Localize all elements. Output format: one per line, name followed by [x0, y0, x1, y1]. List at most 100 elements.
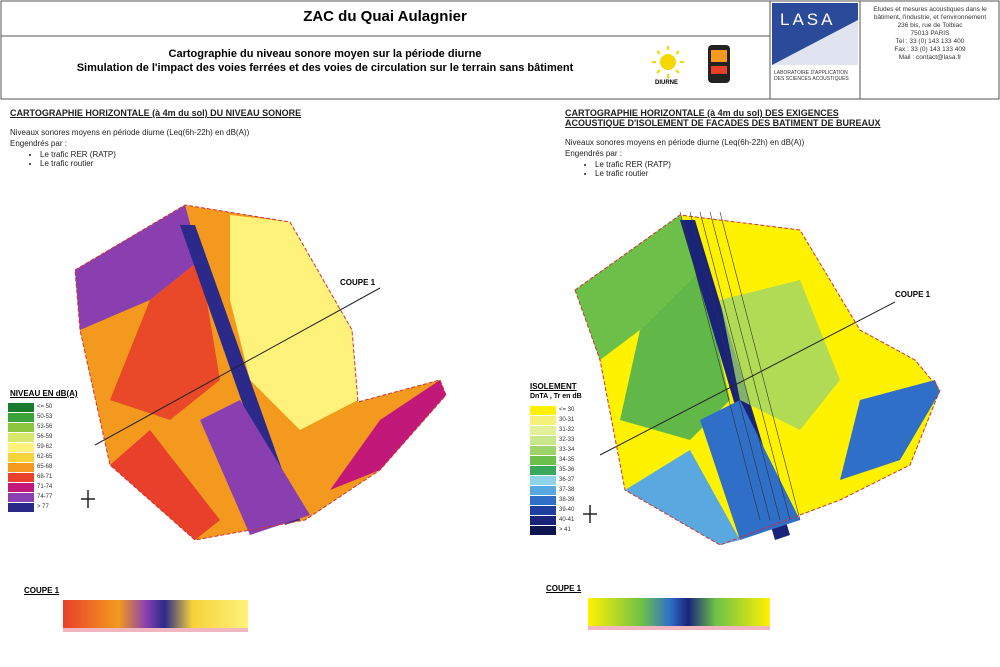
legend-label: 37-38 — [559, 487, 575, 493]
heading: CARTOGRAPHIE HORIZONTALE (à 4m du sol) D… — [565, 108, 881, 128]
legend-label: 53-56 — [37, 424, 53, 430]
legend-item: 39-40 — [530, 505, 574, 515]
legend-label: 71-74 — [37, 484, 53, 490]
legend-item: 35-36 — [530, 465, 574, 475]
description: Niveaux sonores moyens en période diurne… — [565, 138, 805, 147]
legend-item: 38-39 — [530, 495, 574, 505]
profile-ground — [588, 626, 770, 630]
contact-line: Fax : 33 (0) 143 133 409 — [894, 46, 966, 53]
legend-label: > 77 — [37, 504, 49, 510]
sources: Le trafic RER (RATP)Le trafic routier — [575, 160, 671, 178]
legend-item: 71-74 — [8, 482, 52, 492]
legend-label: 34-35 — [559, 457, 575, 463]
source: Le trafic RER (RATP) — [40, 150, 116, 159]
legend-swatch — [530, 445, 556, 455]
subtitle: Cartographie du niveau sonore moyen sur … — [168, 48, 482, 60]
legend-item: 59-62 — [8, 442, 52, 452]
legend-item: 31-32 — [530, 425, 574, 435]
legend-label: 31-32 — [559, 427, 575, 433]
legend-label: 35-36 — [559, 467, 575, 473]
legend-item: 32-33 — [530, 435, 574, 445]
legend-label: 62-65 — [37, 454, 53, 460]
legend-swatch — [8, 412, 34, 422]
legend-item: 30-31 — [530, 415, 574, 425]
legend-swatch — [8, 442, 34, 452]
train-icon — [708, 45, 730, 83]
source: Le trafic RER (RATP) — [595, 160, 671, 169]
legend-label: 56-59 — [37, 434, 53, 440]
legend-item: <= 50 — [8, 402, 52, 412]
legend: <= 30 30-31 31-32 32-33 33-34 34-35 35-36 36-37… — [530, 405, 574, 535]
legend-swatch — [8, 422, 34, 432]
legend-swatch — [530, 415, 556, 425]
legend-item: 68-71 — [8, 472, 52, 482]
sources-label: Engendrés par : — [565, 149, 622, 158]
legend-label: 68-71 — [37, 474, 53, 480]
contact-line: 236 bis, rue de Tolbiac — [897, 22, 963, 29]
insulation-map — [574, 211, 941, 546]
subtitle: Simulation de l'impact des voies ferrées… — [76, 62, 574, 74]
legend-swatch — [8, 452, 34, 462]
contact-line: Tel : 33 (0) 143 133 400 — [895, 38, 965, 45]
legend-item: 56-59 — [8, 432, 52, 442]
profile-label: COUPE 1 — [546, 584, 582, 593]
legend: <= 50 50-53 53-56 56-59 59-62 62-65 65-68 68-71… — [8, 402, 52, 512]
period: DIURNE — [655, 80, 679, 86]
header-frame — [0, 0, 1000, 100]
legend-label: 74-77 — [37, 494, 53, 500]
heading: CARTOGRAPHIE HORIZONTALE (à 4m du sol) D… — [10, 108, 302, 118]
legend-label: <= 30 — [559, 407, 575, 413]
description: Niveaux sonores moyens en période diurne… — [10, 128, 250, 137]
legend-swatch — [530, 485, 556, 495]
legend-label: 40-41 — [559, 517, 575, 523]
legend-item: 65-68 — [8, 462, 52, 472]
legend-label: 39-40 — [559, 507, 575, 513]
legend-label: > 41 — [559, 527, 571, 533]
sun-icon — [652, 46, 684, 78]
legend-swatch — [530, 525, 556, 535]
legend-title: NIVEAU EN dB(A) — [10, 389, 78, 398]
legend-item: 62-65 — [8, 452, 52, 462]
legend-item: 34-35 — [530, 455, 574, 465]
logo-swoosh — [772, 20, 858, 65]
legend-item: 74-77 — [8, 492, 52, 502]
legend-item: 53-56 — [8, 422, 52, 432]
legend-label: 59-62 — [37, 444, 53, 450]
profile-strip — [63, 600, 248, 632]
logo: LASA — [780, 10, 836, 29]
legend-item: 37-38 — [530, 485, 574, 495]
legend-item: 33-34 — [530, 445, 574, 455]
legend-item: 36-37 — [530, 475, 574, 485]
legend-swatch — [530, 475, 556, 485]
legend-swatch — [530, 495, 556, 505]
legend-title: ISOLEMENT — [530, 382, 577, 391]
legend-swatch — [8, 462, 34, 472]
legend-swatch — [8, 502, 34, 512]
legend-label: 33-34 — [559, 447, 575, 453]
source: Le trafic routier — [595, 169, 671, 178]
legend-swatch — [8, 432, 34, 442]
contact-line: Etudes et mesures acoustiques dans le bâ… — [873, 6, 987, 21]
section-label: COUPE 1 — [895, 290, 931, 299]
section-label: COUPE 1 — [340, 278, 376, 287]
legend-subtitle: DnTA , Tr en dB — [530, 393, 582, 400]
legend-swatch — [530, 435, 556, 445]
legend-swatch — [530, 455, 556, 465]
legend-swatch — [530, 405, 556, 415]
profile-label: COUPE 1 — [24, 586, 60, 595]
profile-ground — [63, 628, 248, 632]
legend-item: > 77 — [8, 502, 52, 512]
legend-item: 40-41 — [530, 515, 574, 525]
legend-item: 50-53 — [8, 412, 52, 422]
legend-label: 50-53 — [37, 414, 53, 420]
contact: Etudes et mesures acoustiques dans le bâ… — [866, 6, 994, 62]
legend-swatch — [530, 425, 556, 435]
legend-swatch — [8, 402, 34, 412]
legend-label: 36-37 — [559, 477, 575, 483]
contact-line: 75013 PARIS — [910, 30, 950, 37]
legend-swatch — [530, 505, 556, 515]
legend-label: 38-39 — [559, 497, 575, 503]
legend-item: <= 30 — [530, 405, 574, 415]
